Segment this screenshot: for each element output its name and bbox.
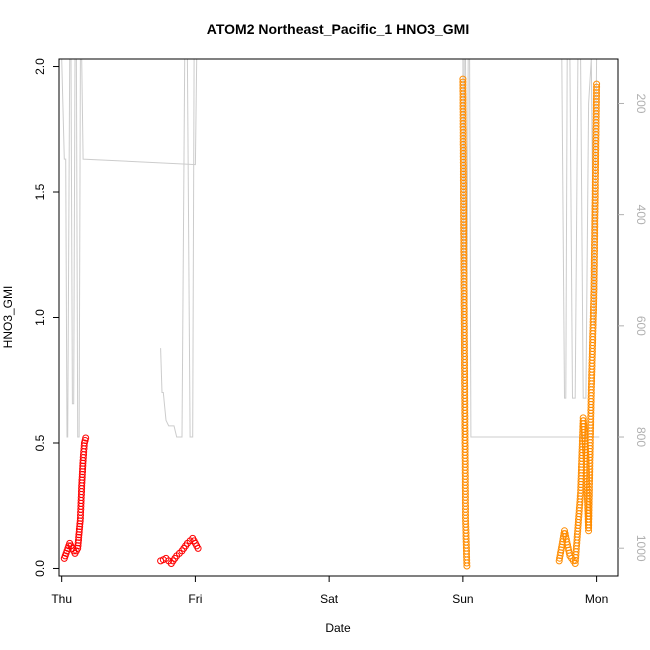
data-point: [75, 533, 83, 541]
data-point: [463, 562, 471, 570]
data-point: [75, 525, 83, 533]
x-tick-label: Thu: [51, 592, 72, 606]
y-tick-label: 0.5: [33, 434, 47, 451]
x-tick-label: Mon: [585, 592, 608, 606]
data-point: [593, 83, 601, 91]
altitude-trace-line: [160, 58, 196, 438]
y-tick-label: 1.5: [33, 183, 47, 200]
axes-layer: Thu Fri Sat Sun Mon 0.0 0.5 1.0 1.5 2.0 200 400 600 8…: [33, 58, 648, 606]
y-tick-label: 0.0: [33, 560, 47, 577]
data-point: [463, 559, 471, 567]
x-tick-label: Sat: [320, 592, 339, 606]
x-tick-label: Fri: [188, 592, 202, 606]
data-point: [194, 544, 202, 552]
y-tick-label: 2.0: [33, 58, 47, 75]
y2-tick-label: 400: [634, 205, 648, 225]
altitude-trace-line: [561, 58, 598, 399]
data-point: [593, 80, 601, 88]
x-tick-label: Sun: [452, 592, 473, 606]
chart-title: ATOM2 Northeast_Pacific_1 HNO3_GMI: [207, 21, 469, 37]
y2-tick-label: 200: [634, 93, 648, 113]
x-axis-label: Date: [325, 621, 351, 635]
altitude-trace-line: [61, 58, 198, 438]
y-axis-label: HNO3_GMI: [1, 286, 15, 349]
altitude-trace-layer: [61, 58, 600, 438]
data-point: [82, 434, 90, 442]
data-points-layer: [60, 75, 601, 570]
y-tick-label: 1.0: [33, 309, 47, 326]
y2-tick-label: 1000: [634, 535, 648, 562]
y2-tick-label: 800: [634, 427, 648, 447]
altitude-trace-line: [462, 58, 600, 438]
y2-tick-label: 600: [634, 316, 648, 336]
plot-frame: [58, 58, 619, 577]
